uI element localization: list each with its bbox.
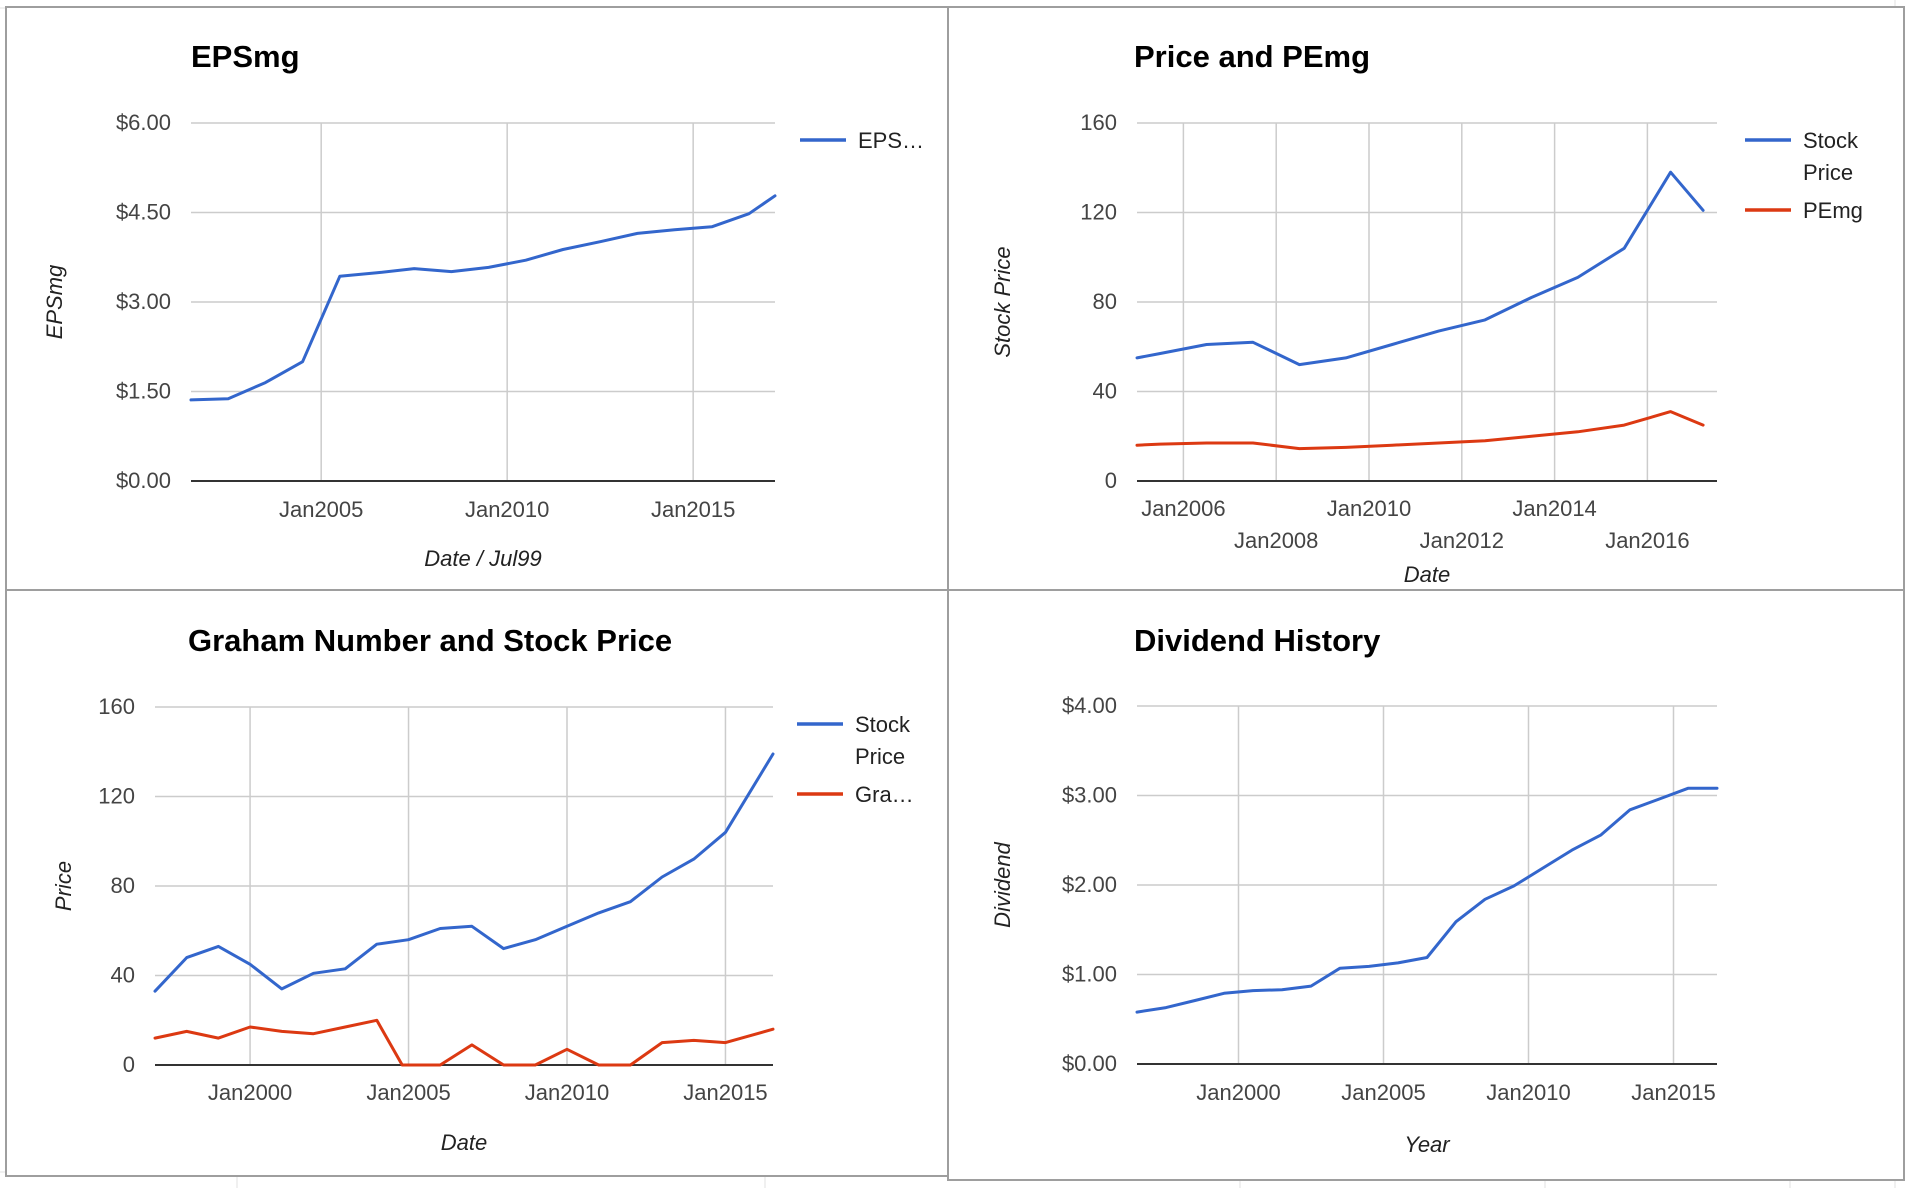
- y-tick-label: 160: [1080, 110, 1117, 135]
- legend-label: Gra…: [855, 782, 914, 807]
- legend-label: Stock Price: [855, 712, 911, 769]
- series-line-1[interactable]: [1135, 410, 1705, 451]
- x-tick-label: Jan2010: [1327, 496, 1411, 521]
- x-tick-label: Jan2008: [1234, 528, 1318, 553]
- chart-panel-epsmg[interactable]: EPSmg $0.00 $1.50 $3.00 $4.50 $6.00 Jan2005 Jan…: [5, 6, 949, 591]
- chart-title: EPSmg: [191, 39, 300, 74]
- y-tick-label: $4.00: [1062, 693, 1117, 718]
- x-tick-label: Jan2015: [1631, 1080, 1715, 1105]
- y-tick-label: $6.00: [116, 110, 171, 135]
- x-tick-label: Jan2006: [1141, 496, 1225, 521]
- y-tick-label: 80: [1093, 289, 1117, 314]
- y-tick-label: 120: [1080, 200, 1117, 225]
- y-tick-label: 0: [123, 1052, 135, 1077]
- x-tick-label: Jan2000: [208, 1080, 292, 1105]
- x-tick-label: Jan2005: [366, 1080, 450, 1105]
- x-axis-title: Date / Jul99: [424, 546, 541, 571]
- x-tick-label: Jan2010: [525, 1080, 609, 1105]
- y-tick-label: $2.00: [1062, 872, 1117, 897]
- y-tick-label: $0.00: [116, 468, 171, 493]
- y-tick-label: 0: [1105, 468, 1117, 493]
- chart-title: Graham Number and Stock Price: [188, 623, 672, 658]
- y-tick-label: 120: [98, 784, 135, 809]
- chart-panel-dividend-history[interactable]: Dividend History $0.00 $1.00 $2.00 $3.00 $4.0…: [947, 589, 1905, 1181]
- series-line-0[interactable]: [1135, 786, 1719, 1014]
- x-tick-label: Jan2005: [1341, 1080, 1425, 1105]
- series-line-1[interactable]: [153, 1018, 775, 1067]
- legend-label: EPS…: [858, 128, 924, 153]
- y-axis-title: Dividend: [990, 841, 1015, 927]
- epsmg-chart-svg: EPSmg $0.00 $1.50 $3.00 $4.50 $6.00 Jan2005 Jan…: [42, 39, 924, 571]
- x-tick-label: Jan2010: [465, 497, 549, 522]
- chart-panel-graham-number[interactable]: Graham Number and Stock Price 0 40 80 120 160…: [5, 589, 949, 1177]
- chart-title: Price and PEmg: [1134, 39, 1370, 74]
- y-tick-label: 160: [98, 694, 135, 719]
- legend-label: PEmg: [1803, 198, 1863, 223]
- x-axis-title: Date: [441, 1130, 487, 1155]
- x-tick-label: Jan2014: [1512, 496, 1596, 521]
- graham-number-chart-svg: Graham Number and Stock Price 0 40 80 120 160…: [51, 623, 914, 1155]
- y-tick-label: 40: [1093, 379, 1117, 404]
- chart-panel-price-pemg[interactable]: Price and PEmg 0 40 80 120 160 Jan2006 Jan2008 J…: [947, 6, 1905, 591]
- legend-label: Stock Price: [1803, 128, 1859, 185]
- y-tick-label: $0.00: [1062, 1051, 1117, 1076]
- y-tick-label: $4.50: [116, 200, 171, 225]
- x-tick-label: Jan2015: [683, 1080, 767, 1105]
- x-tick-label: Jan2000: [1196, 1080, 1280, 1105]
- x-tick-label: Jan2015: [651, 497, 735, 522]
- y-tick-label: $3.00: [1062, 783, 1117, 808]
- y-axis-title: EPSmg: [42, 264, 67, 339]
- y-tick-label: 40: [111, 963, 135, 988]
- x-axis-title: Year: [1404, 1132, 1451, 1157]
- y-tick-label: $1.00: [1062, 962, 1117, 987]
- x-axis-title: Date: [1404, 562, 1450, 587]
- y-tick-label: $1.50: [116, 379, 171, 404]
- chart-title: Dividend History: [1134, 623, 1381, 658]
- y-tick-label: $3.00: [116, 289, 171, 314]
- x-tick-label: Jan2012: [1420, 528, 1504, 553]
- series-line-0[interactable]: [189, 194, 777, 402]
- y-axis-title: Stock Price: [990, 246, 1015, 357]
- y-tick-label: 80: [111, 873, 135, 898]
- price-pemg-chart-svg: Price and PEmg 0 40 80 120 160 Jan2006 Jan2008 J…: [990, 39, 1863, 587]
- y-axis-title: Price: [51, 861, 76, 911]
- series-line-0[interactable]: [153, 752, 775, 993]
- series-line-0[interactable]: [1135, 170, 1705, 367]
- x-tick-label: Jan2005: [279, 497, 363, 522]
- dividend-history-chart-svg: Dividend History $0.00 $1.00 $2.00 $3.00 $4.0…: [990, 623, 1719, 1157]
- x-tick-label: Jan2010: [1486, 1080, 1570, 1105]
- x-tick-label: Jan2016: [1605, 528, 1689, 553]
